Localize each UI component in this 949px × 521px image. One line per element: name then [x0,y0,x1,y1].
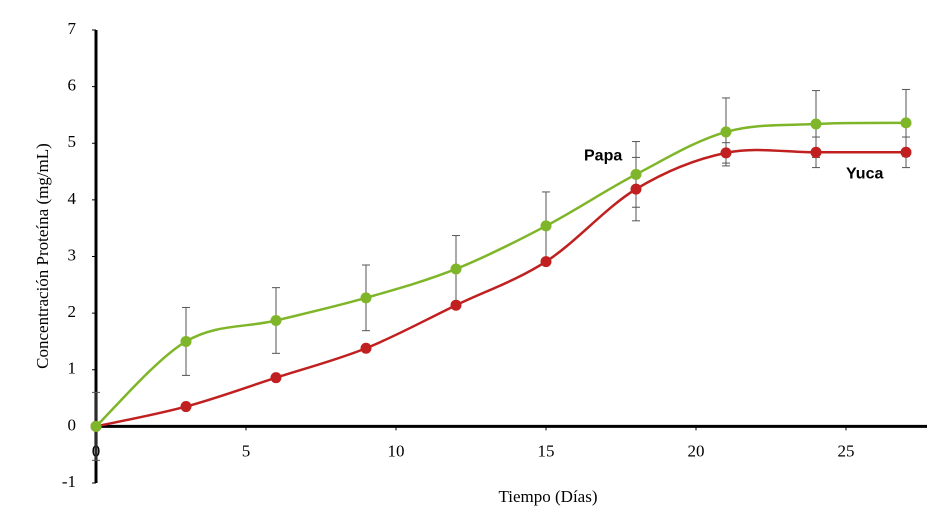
x-tick-label: 5 [242,441,251,460]
series-label: Papa [584,148,622,165]
data-point [900,146,912,158]
data-point [810,146,822,158]
x-axis-label: Tiempo (Días) [498,487,597,506]
data-point [180,401,192,413]
data-point [360,342,372,354]
data-point [270,372,282,384]
data-point [900,117,912,129]
data-point [540,220,552,232]
y-tick-label: 7 [68,19,77,38]
x-tick-label: 10 [388,441,405,460]
data-point [720,126,732,138]
data-point [360,292,372,304]
data-point [810,118,822,130]
y-tick-label: 3 [68,245,77,264]
data-point [450,299,462,311]
data-point [630,183,642,195]
x-tick-label: 20 [688,441,705,460]
y-tick-label: -1 [62,472,76,491]
series-line [95,121,907,428]
y-tick-label: 6 [68,76,77,95]
series-label: Yuca [846,166,883,183]
data-point [180,335,192,347]
y-tick-label: 1 [68,359,77,378]
y-tick-label: 4 [68,189,77,208]
series-line [95,148,907,428]
data-point [630,168,642,180]
data-point [90,420,102,432]
y-tick-label: 2 [68,302,77,321]
x-tick-label: 15 [538,441,555,460]
y-tick-label: 5 [68,132,77,151]
data-point [450,263,462,275]
y-tick-label: 0 [68,415,77,434]
y-axis-label: Concentración Proteína (mg/mL) [33,143,52,369]
data-point [270,314,282,326]
data-point [720,147,732,159]
data-point [540,256,552,268]
x-tick-label: 25 [838,441,855,460]
